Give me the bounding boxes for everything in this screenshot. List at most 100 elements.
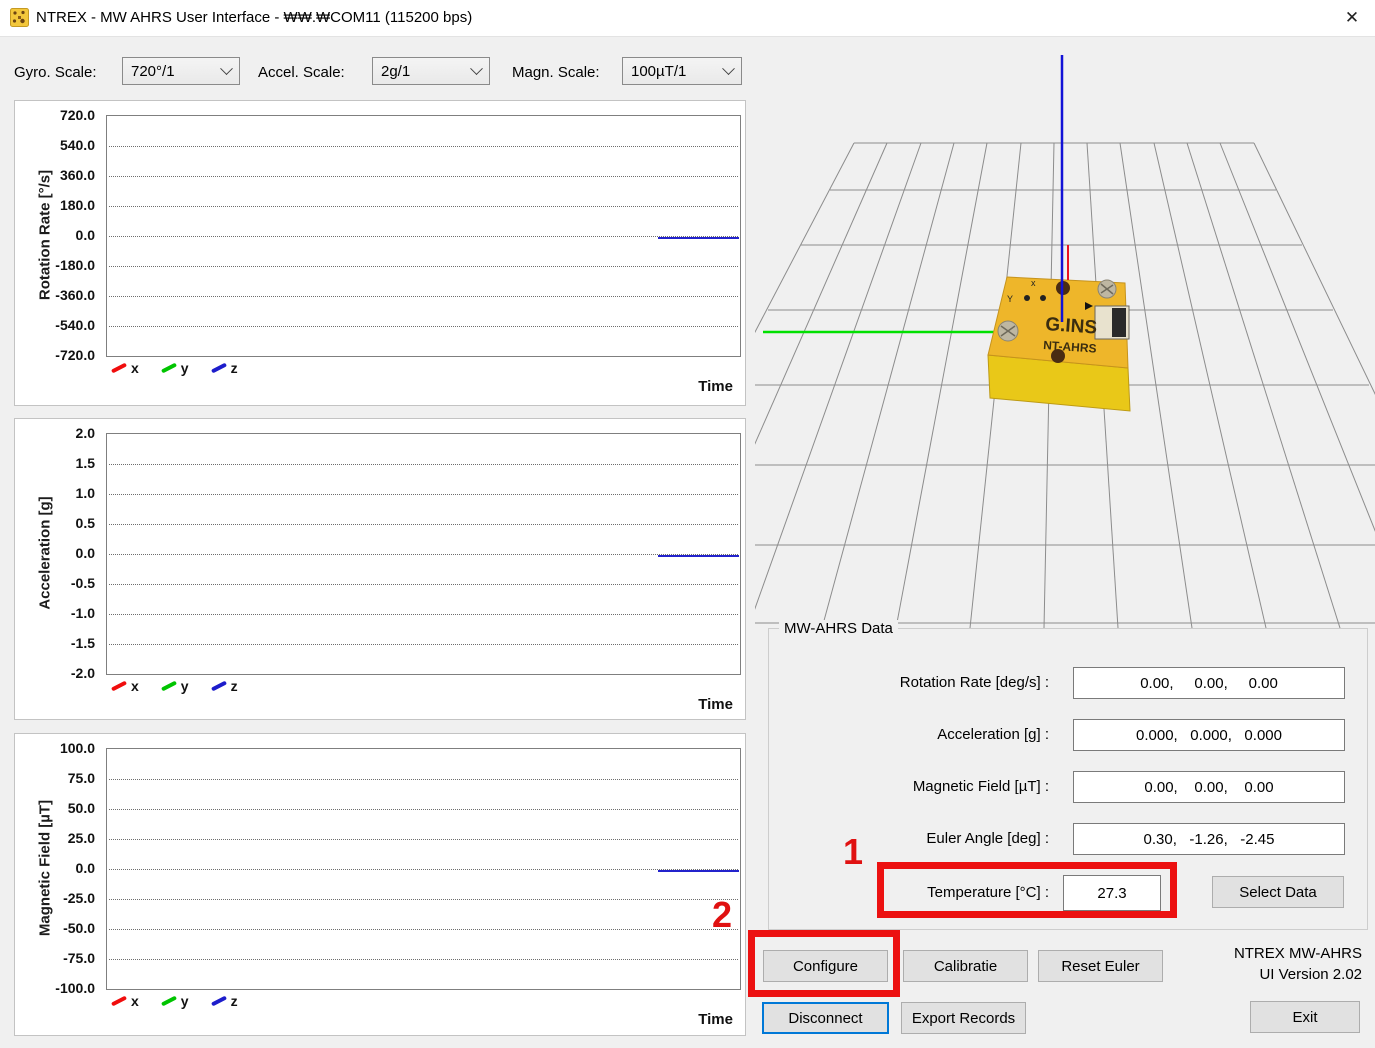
y-tick: -1.5 (70, 635, 95, 651)
y-tick: 720.0 (59, 107, 95, 123)
chart-legend: x y z (110, 360, 238, 376)
gridline (109, 206, 738, 207)
euler-angle-label: Euler Angle [deg] : (926, 830, 1049, 847)
y-tick: -360.0 (55, 287, 95, 303)
connector (1094, 305, 1130, 340)
gridline (109, 296, 738, 297)
calibratie-button[interactable]: Calibratie (903, 950, 1028, 982)
gridline (109, 494, 738, 495)
mw-ahrs-data-group: MW-AHRS Data Rotation Rate [deg/s] : 0.0… (768, 620, 1368, 930)
gridline (109, 554, 738, 555)
group-title: MW-AHRS Data (779, 620, 898, 637)
attitude-3d-view[interactable]: x Y G.INS NT-AHRS (755, 40, 1375, 628)
plot-area (106, 115, 741, 357)
chart-legend: x y z (110, 678, 238, 694)
close-icon[interactable]: ✕ (1344, 8, 1360, 27)
y-tick: 0.0 (75, 860, 95, 876)
gridline (109, 326, 738, 327)
legend-label-x: x (131, 993, 139, 1009)
gridline (109, 779, 738, 780)
app-icon (10, 8, 29, 32)
title-bar: NTREX - MW AHRS User Interface - ₩₩.₩COM… (0, 0, 1375, 37)
accel-scale-value: 2g/1 (381, 62, 411, 80)
y-tick: 1.0 (75, 485, 95, 501)
device-label: G.INS (1045, 314, 1098, 339)
y-tick: 25.0 (67, 830, 95, 846)
magnetic-field-chart: Magnetic Field [µT] 100.0 75.0 50.0 25.0… (14, 733, 746, 1036)
y-tick: 75.0 (67, 770, 95, 786)
x-axis-title: Time (698, 1011, 733, 1028)
y-tick: 1.5 (75, 455, 95, 471)
screw (1097, 279, 1117, 299)
y-tick: -180.0 (55, 257, 95, 273)
legend-marker-x (110, 680, 128, 692)
configure-button[interactable]: Configure (763, 950, 888, 982)
accel-scale-select[interactable]: 2g/1 (372, 57, 490, 85)
orientation-marker (1085, 302, 1093, 310)
gyro-scale-label: Gyro. Scale: (14, 64, 97, 81)
legend-marker-x (110, 362, 128, 374)
legend-label-z: z (230, 678, 238, 694)
gridline (109, 899, 738, 900)
legend-marker-y (160, 680, 177, 692)
magn-scale-select[interactable]: 100µT/1 (622, 57, 742, 85)
chart-legend: x y z (110, 993, 238, 1009)
annotation-number-1: 1 (843, 831, 864, 872)
y-tick: -2.0 (70, 665, 95, 681)
magnetic-field-label: Magnetic Field [µT] : (912, 778, 1049, 795)
euler-angle-field[interactable]: 0.30, -1.26, -2.45 (1073, 823, 1345, 855)
legend-label-z: z (230, 360, 238, 376)
series-line-z (657, 555, 739, 557)
gridline (109, 809, 738, 810)
gridline (109, 584, 738, 585)
rotation-rate-label: Rotation Rate [deg/s] : (899, 674, 1049, 691)
gridline (109, 929, 738, 930)
disconnect-button[interactable]: Disconnect (762, 1002, 889, 1034)
legend-label-y: y (180, 360, 189, 376)
version-line1: NTREX MW-AHRS (1233, 945, 1362, 962)
legend-marker-x (110, 995, 128, 1007)
gridline (109, 614, 738, 615)
exit-button[interactable]: Exit (1250, 1001, 1360, 1033)
gridline (109, 839, 738, 840)
series-line-z (657, 870, 739, 872)
acceleration-field[interactable]: 0.000, 0.000, 0.000 (1073, 719, 1345, 751)
chevron-down-icon (470, 61, 483, 75)
y-tick: -75.0 (63, 950, 95, 966)
y-tick: -0.5 (70, 575, 95, 591)
rotation-rate-chart: Rotation Rate [°/s] 720.0 540.0 360.0 18… (14, 100, 746, 406)
rotation-rate-field[interactable]: 0.00, 0.00, 0.00 (1073, 667, 1345, 699)
accel-scale-label: Accel. Scale: (258, 64, 345, 81)
y-tick: -540.0 (55, 317, 95, 333)
legend-marker-z (210, 995, 227, 1007)
legend-label-y: y (180, 993, 189, 1009)
select-data-button[interactable]: Select Data (1212, 876, 1344, 908)
gyro-scale-select[interactable]: 720°/1 (122, 57, 240, 85)
export-records-button[interactable]: Export Records (901, 1002, 1026, 1034)
legend-label-x: x (131, 360, 139, 376)
window-title: NTREX - MW AHRS User Interface - ₩₩.₩COM… (36, 9, 473, 26)
x-axis-title: Time (698, 378, 733, 395)
y-tick: 0.5 (75, 515, 95, 531)
y-tick: 360.0 (59, 167, 95, 183)
version-text: NTREX MW-AHRS UI Version 2.02 (1170, 943, 1362, 985)
gridline (109, 266, 738, 267)
gridline (109, 644, 738, 645)
y-tick: -100.0 (55, 980, 95, 996)
temperature-field[interactable]: 27.3 (1063, 875, 1161, 911)
version-line2: UI Version 2.02 (1259, 966, 1362, 983)
magn-scale-label: Magn. Scale: (512, 64, 600, 81)
legend-marker-y (160, 362, 177, 374)
gridline (109, 236, 738, 237)
plot-area (106, 433, 741, 675)
y-tick: -1.0 (70, 605, 95, 621)
y-tick: 180.0 (59, 197, 95, 213)
reset-euler-button[interactable]: Reset Euler (1038, 950, 1163, 982)
y-axis-ticks: 720.0 540.0 360.0 180.0 0.0 -180.0 -360.… (15, 107, 101, 363)
gridline (109, 464, 738, 465)
gridline (109, 959, 738, 960)
y-tick: 100.0 (59, 740, 95, 756)
gyro-scale-value: 720°/1 (131, 62, 175, 80)
magnetic-field-field[interactable]: 0.00, 0.00, 0.00 (1073, 771, 1345, 803)
